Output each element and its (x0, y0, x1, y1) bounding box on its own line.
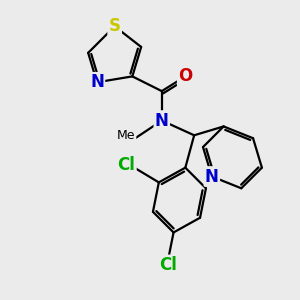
Text: S: S (109, 17, 121, 35)
Text: N: N (155, 112, 169, 130)
Text: Me: Me (117, 129, 136, 142)
Text: N: N (90, 73, 104, 91)
Text: N: N (205, 167, 219, 185)
Text: Cl: Cl (118, 156, 135, 174)
Text: Cl: Cl (159, 256, 177, 274)
Text: O: O (178, 68, 193, 85)
